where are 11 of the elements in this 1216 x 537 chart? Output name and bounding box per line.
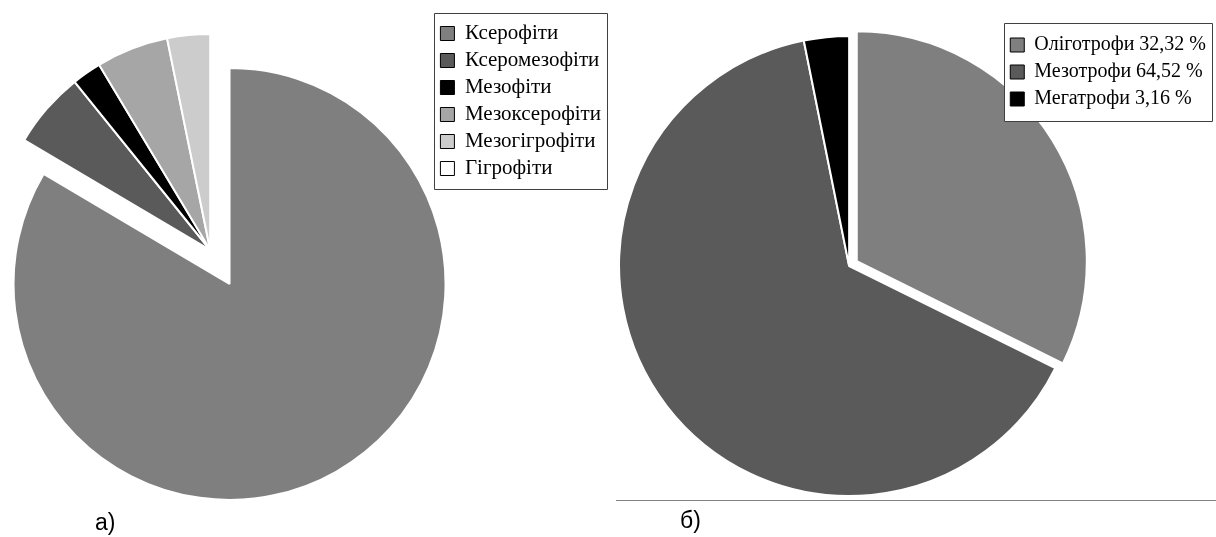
legend-label: Мезогігрофіти xyxy=(464,128,596,153)
text: б) xyxy=(680,507,701,533)
legend-label: Мегатрофи 3,16 % xyxy=(1034,86,1192,110)
legend-label: Мезоксерофіти xyxy=(464,101,602,126)
legend-label: Мезотрофи 64,52 % xyxy=(1034,59,1203,83)
legend-label: Ксерофіти xyxy=(464,20,559,45)
legend-label: Ксеромезофіти xyxy=(464,47,600,72)
legend-label: Оліготрофи 32,32 % xyxy=(1034,32,1207,56)
text: а) xyxy=(95,509,116,535)
legend-label: Гігрофіти xyxy=(464,155,553,180)
legend-label: Мезофіти xyxy=(464,74,552,99)
